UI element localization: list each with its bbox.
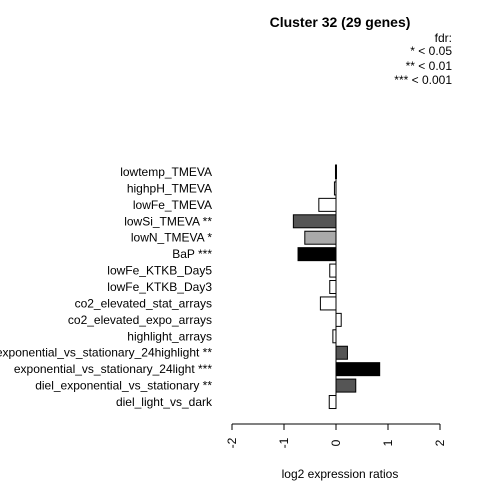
- bar: [335, 362, 381, 377]
- bar: [328, 395, 337, 410]
- x-tick-label: 0: [329, 439, 343, 446]
- x-tick-label: 1: [381, 439, 395, 446]
- category-label: lowN_TMEVA *: [131, 231, 212, 245]
- category-label: lowFe_TMEVA: [133, 198, 212, 212]
- bars-group: [292, 165, 381, 410]
- bar: [297, 247, 337, 262]
- category-label: co2_elevated_stat_arrays: [75, 296, 212, 310]
- category-label: lowFe_KTKB_Day3: [107, 280, 212, 294]
- x-axis-label: log2 expression ratios: [282, 467, 399, 481]
- category-label: highlight_arrays: [127, 329, 212, 343]
- category-label: exponential_vs_stationary_24highlight **: [0, 346, 212, 360]
- category-labels-group: lowtemp_TMEVA highpH_TMEVA lowFe_TMEVA lowS…: [0, 165, 213, 409]
- x-tick-label: 2: [433, 439, 447, 446]
- category-label: diel_exponential_vs_stationary **: [35, 379, 212, 393]
- legend-entry: ** < 0.01: [406, 59, 453, 73]
- bar: [332, 329, 337, 344]
- bar: [318, 197, 337, 212]
- legend-entry: * < 0.05: [410, 44, 452, 58]
- bar: [335, 378, 357, 393]
- bar: [333, 181, 337, 196]
- bar: [292, 214, 337, 229]
- category-label: BaP ***: [172, 247, 212, 261]
- category-label: lowSi_TMEVA **: [124, 214, 212, 228]
- category-label: lowFe_KTKB_Day5: [107, 264, 212, 278]
- bar: [334, 165, 337, 179]
- category-label: exponential_vs_stationary_24light ***: [14, 362, 212, 376]
- x-axis: -2 -1 0 1 2: [225, 423, 447, 448]
- chart-title: Cluster 32 (29 genes): [270, 14, 411, 30]
- x-tick-label: -1: [277, 437, 291, 448]
- bar: [304, 230, 337, 245]
- category-label: highpH_TMEVA: [127, 181, 212, 195]
- bar: [329, 280, 337, 295]
- category-label: co2_elevated_expo_arrays: [68, 313, 212, 327]
- bar: [335, 312, 342, 327]
- bar: [329, 263, 337, 278]
- category-label: diel_light_vs_dark: [116, 395, 213, 409]
- category-label: lowtemp_TMEVA: [120, 165, 212, 179]
- x-tick-label: -2: [225, 437, 239, 448]
- legend-title: fdr:: [435, 31, 452, 45]
- bar: [335, 345, 348, 360]
- bar: [319, 296, 337, 311]
- legend-entry: *** < 0.001: [394, 73, 452, 87]
